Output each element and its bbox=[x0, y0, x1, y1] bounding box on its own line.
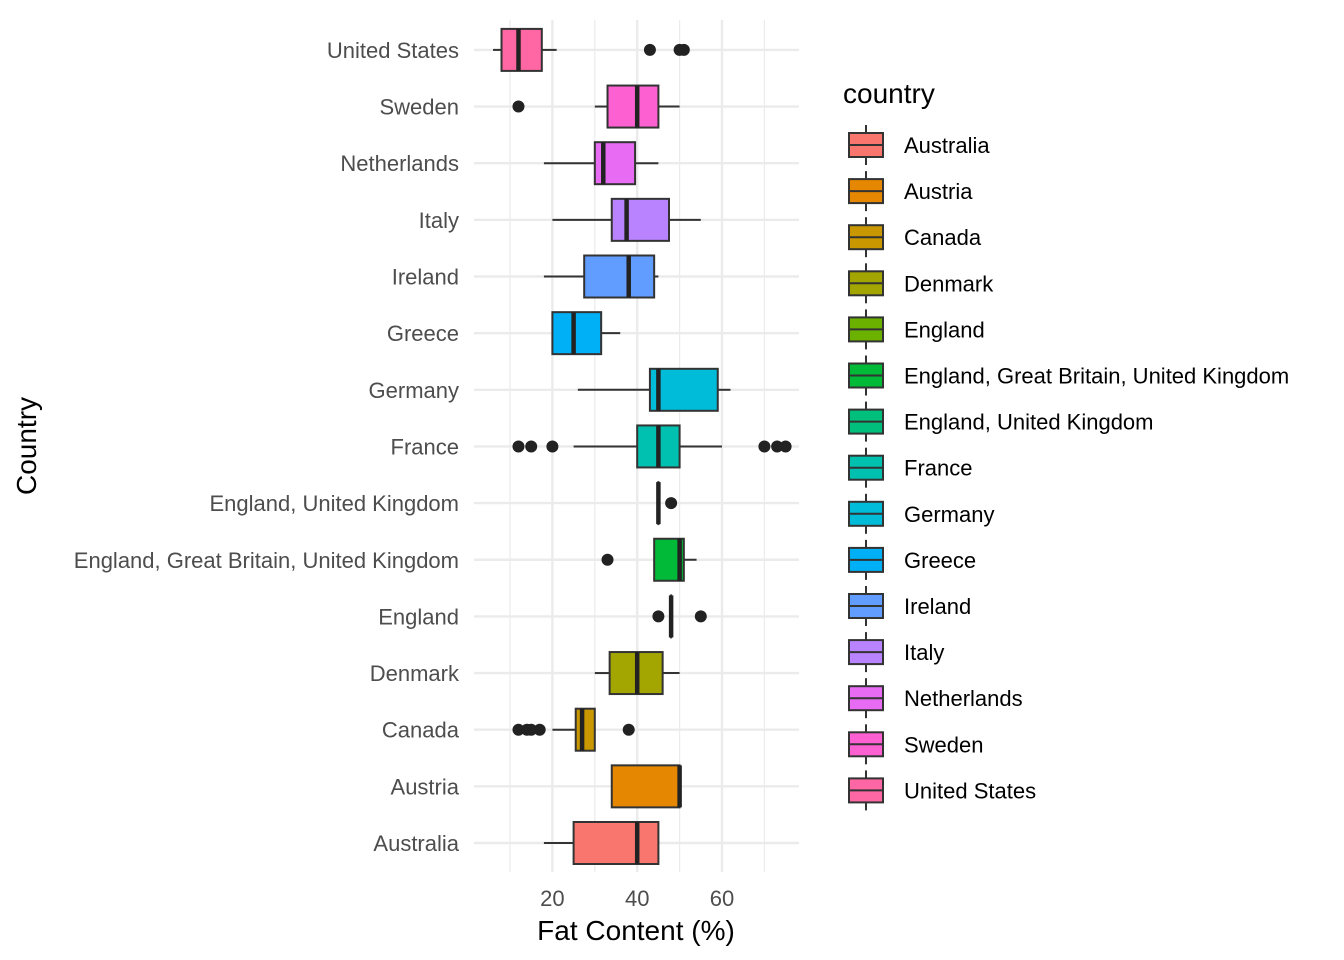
box-australia bbox=[543, 821, 660, 865]
legend-item: Netherlands bbox=[848, 678, 1023, 719]
legend-label: United States bbox=[904, 778, 1036, 803]
legend-label: Canada bbox=[904, 225, 982, 250]
outlier-point bbox=[546, 440, 559, 453]
y-tick-label: Greece bbox=[387, 321, 459, 346]
legend-label: Australia bbox=[904, 133, 990, 158]
y-tick-label: Netherlands bbox=[340, 151, 459, 176]
legend-label: Sweden bbox=[904, 732, 984, 757]
outlier-point bbox=[677, 43, 690, 56]
y-tick-label: Germany bbox=[369, 378, 459, 403]
box-england bbox=[652, 594, 707, 639]
outlier-point bbox=[512, 723, 525, 736]
legend-label: Greece bbox=[904, 548, 976, 573]
legend-label: Denmark bbox=[904, 271, 994, 296]
box-series bbox=[493, 27, 792, 865]
box-france bbox=[512, 424, 792, 469]
legend-item: United States bbox=[848, 770, 1036, 811]
x-tick-label: 20 bbox=[540, 886, 564, 911]
box-netherlands bbox=[543, 141, 659, 186]
box-united-states bbox=[493, 27, 690, 72]
y-tick-label: Austria bbox=[391, 774, 460, 799]
outlier-point bbox=[512, 100, 525, 113]
outlier-point bbox=[694, 610, 707, 623]
legend-item: England bbox=[848, 309, 985, 350]
y-tick-label: France bbox=[391, 434, 459, 459]
legend-label: Ireland bbox=[904, 594, 971, 619]
legend-item: France bbox=[848, 447, 972, 488]
box-iqr bbox=[583, 254, 656, 299]
box-iqr bbox=[610, 197, 671, 242]
box-iqr bbox=[574, 707, 596, 752]
box-england-great-britain-united-kingdom bbox=[601, 537, 697, 582]
outlier-point bbox=[533, 723, 546, 736]
legend-item: Austria bbox=[848, 171, 973, 212]
legend-item: Ireland bbox=[848, 586, 971, 626]
outlier-point bbox=[758, 440, 771, 453]
outlier-point bbox=[622, 723, 635, 736]
legend-item: Sweden bbox=[848, 724, 984, 765]
legend-label: England, United Kingdom bbox=[904, 410, 1154, 435]
legend-item: England, Great Britain, United Kingdom bbox=[848, 355, 1289, 396]
legend-item: Canada bbox=[848, 217, 982, 258]
y-tick-label: England bbox=[378, 604, 459, 629]
legend-label: Netherlands bbox=[904, 686, 1023, 711]
y-tick-label: England, United Kingdom bbox=[210, 491, 460, 516]
legend-item: Greece bbox=[848, 539, 976, 580]
outlier-point bbox=[525, 723, 538, 736]
x-tick-label: 40 bbox=[625, 886, 649, 911]
outlier-point bbox=[665, 497, 678, 510]
legend-item: Australia bbox=[848, 125, 990, 165]
box-iqr bbox=[606, 84, 660, 129]
y-tick-label: United States bbox=[327, 38, 459, 63]
box-sweden bbox=[512, 84, 680, 129]
x-tick-label: 60 bbox=[710, 886, 734, 911]
box-canada bbox=[512, 707, 635, 752]
outlier-point bbox=[601, 553, 614, 566]
legend-item: England, United Kingdom bbox=[848, 401, 1154, 442]
outlier-point bbox=[643, 43, 656, 56]
legend-item: Germany bbox=[848, 493, 994, 534]
x-axis-title: Fat Content (%) bbox=[537, 915, 735, 946]
outlier-point bbox=[771, 440, 784, 453]
legend-title: country bbox=[843, 78, 935, 109]
box-austria bbox=[610, 764, 682, 809]
outlier-point bbox=[652, 610, 665, 623]
y-axis-title: Country bbox=[11, 397, 42, 495]
box-iqr bbox=[572, 821, 660, 865]
outlier-point bbox=[779, 440, 792, 453]
legend-label: France bbox=[904, 456, 972, 481]
box-iqr bbox=[648, 367, 719, 412]
box-iqr bbox=[610, 764, 681, 809]
box-iqr bbox=[551, 311, 603, 356]
box-england-united-kingdom bbox=[656, 481, 678, 526]
outlier-point bbox=[512, 440, 525, 453]
box-denmark bbox=[594, 651, 680, 696]
legend-items: Australia Austria Canada Denmark England Engl… bbox=[848, 125, 1289, 811]
legend-label: England bbox=[904, 317, 985, 342]
y-tick-label: Canada bbox=[382, 718, 460, 743]
legend-label: England, Great Britain, United Kingdom bbox=[904, 364, 1289, 389]
legend-label: Austria bbox=[904, 179, 973, 204]
legend: country Australia Austria Canada Denmark Eng… bbox=[843, 78, 1289, 811]
box-germany bbox=[577, 367, 731, 412]
y-tick-label: Ireland bbox=[392, 265, 459, 290]
y-tick-label: Sweden bbox=[379, 95, 459, 120]
box-italy bbox=[552, 197, 701, 242]
x-axis-ticks: 20 40 60 bbox=[540, 886, 734, 911]
outlier-point bbox=[525, 440, 538, 453]
box-ireland bbox=[543, 254, 659, 299]
y-tick-label: Italy bbox=[419, 208, 459, 233]
legend-label: Italy bbox=[904, 640, 944, 665]
y-tick-label: Denmark bbox=[370, 661, 460, 686]
box-iqr bbox=[593, 141, 637, 186]
box-greece bbox=[551, 311, 621, 356]
legend-item: Denmark bbox=[848, 263, 994, 304]
y-axis-labels: Australia Austria Canada Denmark England Engl… bbox=[74, 38, 460, 856]
y-tick-label: Australia bbox=[373, 831, 459, 856]
legend-item: Italy bbox=[848, 632, 944, 673]
box-iqr bbox=[500, 27, 543, 72]
y-tick-label: England, Great Britain, United Kingdom bbox=[74, 548, 459, 573]
legend-label: Germany bbox=[904, 502, 994, 527]
